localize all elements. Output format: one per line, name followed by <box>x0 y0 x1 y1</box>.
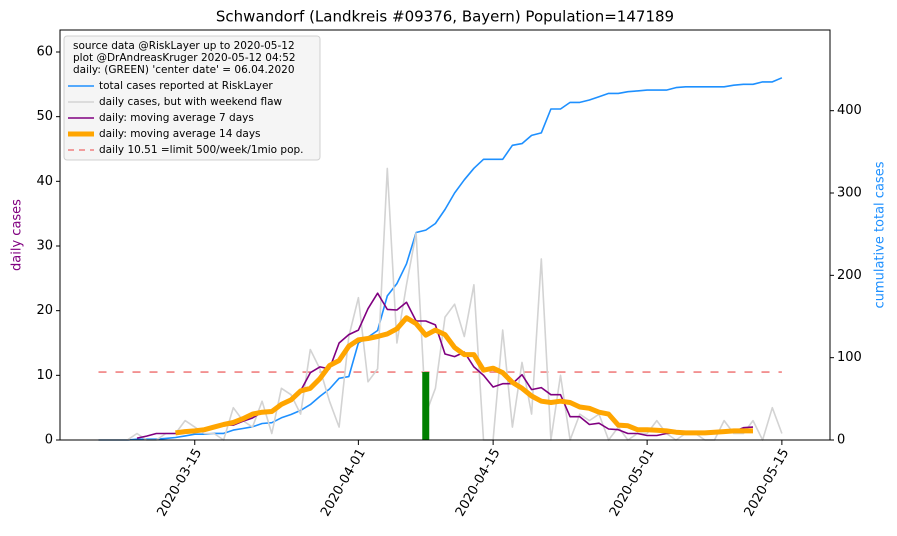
legend-label: daily cases, but with weekend flaw <box>99 96 283 108</box>
legend-box <box>63 35 321 161</box>
y-axis-label: daily cases <box>10 199 25 271</box>
y2-tick-label: 400 <box>837 103 862 118</box>
legend-label: total cases reported at RiskLayer <box>99 80 273 92</box>
y-tick-label: 60 <box>36 44 53 59</box>
x-tick-label: 2020-04-15 <box>453 446 504 519</box>
series-line <box>136 292 754 439</box>
y-tick-label: 0 <box>45 433 53 448</box>
x-tick-label: 2020-05-15 <box>742 446 793 519</box>
series-line <box>175 315 753 436</box>
y2-tick-label: 100 <box>837 350 862 365</box>
legend-label: daily: moving average 7 days <box>99 112 254 124</box>
legend-header: daily: (GREEN) 'center date' = 06.04.202… <box>73 64 295 76</box>
y-tick-label: 40 <box>36 174 53 189</box>
y2-axis-label: cumulative total cases <box>873 161 888 308</box>
legend-header: source data @RiskLayer up to 2020-05-12 <box>73 40 295 52</box>
x-tick-label: 2020-04-01 <box>318 446 369 519</box>
legend-label: daily: moving average 14 days <box>99 128 261 140</box>
x-tick-label: 2020-03-15 <box>154 446 205 519</box>
x-tick-label: 2020-05-01 <box>607 446 658 519</box>
chart-title: Schwandorf (Landkreis #09376, Bayern) Po… <box>216 8 674 26</box>
y-tick-label: 20 <box>36 303 53 318</box>
highlight-bar <box>422 372 430 440</box>
y-tick-label: 30 <box>36 238 53 253</box>
y2-tick-label: 200 <box>837 268 862 283</box>
legend-label: daily 10.51 =limit 500/week/1mio pop. <box>99 144 304 156</box>
y-tick-label: 10 <box>36 368 53 383</box>
series-line <box>98 167 783 441</box>
legend-header: plot @DrAndreasKruger 2020-05-12 04:52 <box>73 52 296 64</box>
y2-tick-label: 300 <box>837 186 862 201</box>
y2-tick-label: 0 <box>837 433 845 448</box>
plot-frame <box>59 29 831 441</box>
y-tick-label: 50 <box>36 109 53 124</box>
